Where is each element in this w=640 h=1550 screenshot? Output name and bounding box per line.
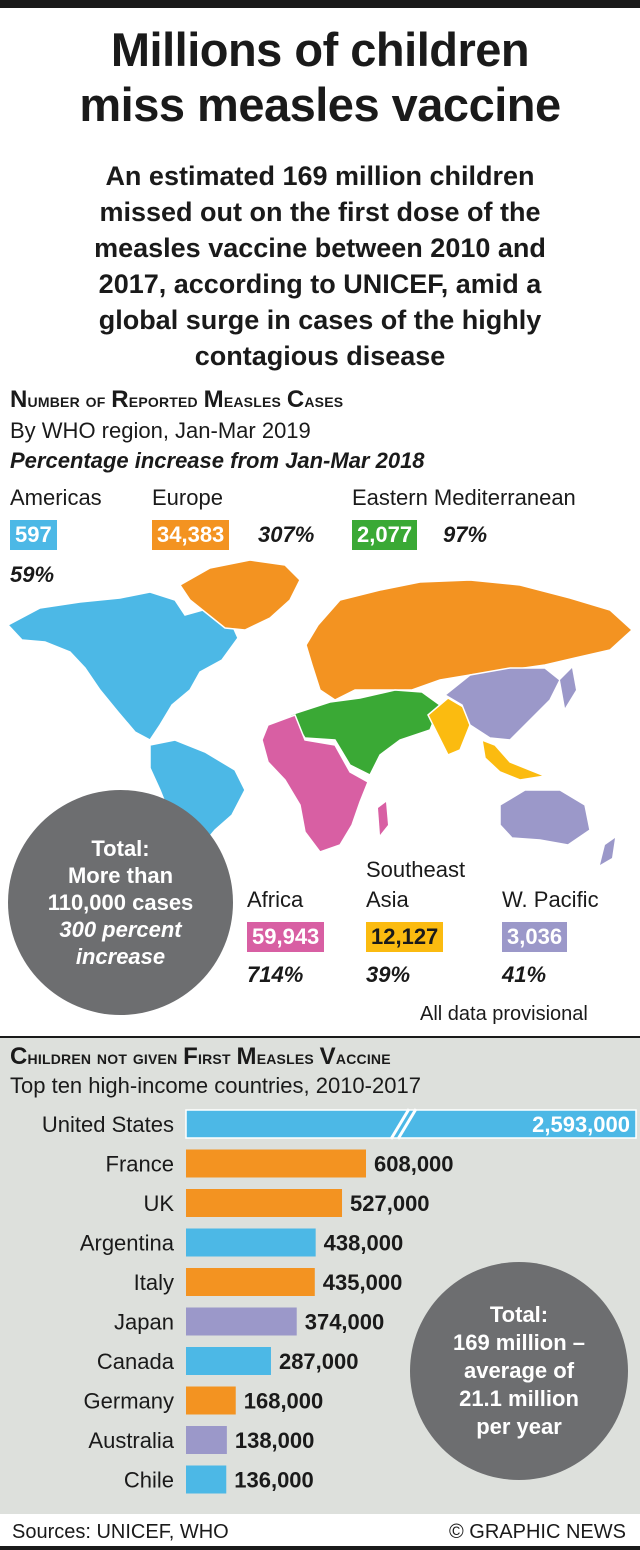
bar-value-label: 287,000 bbox=[279, 1349, 359, 1374]
pct-americas: 59% bbox=[10, 562, 55, 587]
title-line-2: miss measles vaccine bbox=[79, 78, 561, 131]
pct-europe: 307% bbox=[258, 522, 315, 547]
badge-americas: 597 bbox=[10, 520, 57, 550]
badge-southeast-asia: 12,127 bbox=[366, 922, 444, 952]
map-australia bbox=[499, 789, 591, 846]
total-children-line: average of bbox=[463, 1358, 575, 1383]
total-cases-line: More than bbox=[67, 863, 174, 888]
bar-value-label: 435,000 bbox=[323, 1270, 403, 1295]
map-section-heading: Number of Reported Measles Cases bbox=[10, 386, 344, 413]
bar bbox=[186, 1347, 271, 1375]
footer-credit: © GRAPHIC NEWS bbox=[449, 1521, 626, 1543]
total-children-line: Total: bbox=[489, 1302, 549, 1327]
bar-value-label: 136,000 bbox=[234, 1468, 314, 1493]
bar bbox=[186, 1228, 316, 1257]
map-africa bbox=[261, 714, 369, 853]
bar bbox=[186, 1307, 297, 1336]
map-madagascar bbox=[378, 802, 388, 835]
map-western-pacific bbox=[443, 667, 561, 741]
region-name-americas: Americas bbox=[10, 485, 102, 510]
bar-section-heading: Children not given First Measles Vaccine bbox=[10, 1043, 391, 1070]
region-name-southeast-line1: Southeast bbox=[366, 857, 466, 882]
bar-category-label: Germany bbox=[84, 1389, 174, 1414]
bar-value-label: 138,000 bbox=[235, 1428, 315, 1453]
bar-chart: United States 2,593,000 France 608,000 UK 527… bbox=[42, 1108, 637, 1494]
map-greenland bbox=[178, 559, 301, 631]
bar-category-label: Japan bbox=[114, 1310, 174, 1335]
pct-western-pacific: 41% bbox=[502, 962, 547, 987]
map-southeast-asia bbox=[427, 697, 471, 756]
region-name-western-pacific: W. Pacific bbox=[502, 887, 599, 912]
bar-section-rule bbox=[0, 1036, 640, 1038]
bar-category-label: France bbox=[106, 1152, 174, 1177]
page-title: Millions of children miss measles vaccin… bbox=[0, 22, 640, 132]
map-eastern-mediterranean bbox=[288, 689, 441, 777]
pct-africa: 714% bbox=[247, 962, 304, 987]
bar bbox=[186, 1465, 227, 1494]
bar bbox=[186, 1268, 315, 1296]
bar bbox=[186, 1149, 366, 1178]
bar-category-label: Argentina bbox=[80, 1231, 175, 1256]
total-cases-line: Total: bbox=[91, 836, 150, 861]
map-americas-north bbox=[6, 591, 239, 741]
subtitle-line: An estimated 169 million children bbox=[105, 161, 535, 191]
total-children-circle: Total: 169 million – average of 21.1 mil… bbox=[410, 1262, 628, 1480]
total-cases-line: 110,000 cases bbox=[47, 890, 194, 915]
bar-byline: Top ten high-income countries, 2010-2017 bbox=[10, 1073, 421, 1098]
top-rule bbox=[0, 0, 640, 8]
bar-value-label: 438,000 bbox=[324, 1231, 404, 1256]
subtitle-line: missed out on the first dose of the bbox=[99, 197, 541, 227]
subtitle-line: contagious disease bbox=[194, 341, 446, 371]
total-cases-line: 300 percent bbox=[59, 917, 182, 942]
pct-eastern-mediterranean: 97% bbox=[443, 522, 488, 547]
map-byline: By WHO region, Jan-Mar 2019 bbox=[10, 418, 311, 443]
pct-southeast-asia: 39% bbox=[366, 962, 411, 987]
bar-category-label: UK bbox=[143, 1191, 174, 1216]
bar-value-label: 168,000 bbox=[244, 1389, 324, 1414]
bar-category-label: Chile bbox=[124, 1468, 174, 1493]
page-subtitle: An estimated 169 million children missed… bbox=[20, 158, 620, 374]
total-cases-line: increase bbox=[75, 944, 166, 969]
subtitle-line: measles vaccine between 2010 and bbox=[94, 233, 546, 263]
region-name-southeast-asia: Asia bbox=[366, 887, 409, 912]
badge-europe: 34,383 bbox=[152, 520, 230, 550]
footer: Sources: UNICEF, WHO © GRAPHIC NEWS bbox=[0, 1514, 640, 1550]
region-name-europe: Europe bbox=[152, 485, 223, 510]
total-children-line: 169 million – bbox=[452, 1330, 586, 1355]
map-japan bbox=[560, 668, 576, 708]
badge-eastern-mediterranean: 2,077 bbox=[352, 520, 418, 550]
bar-category-label: Australia bbox=[88, 1428, 174, 1453]
world-map bbox=[6, 559, 634, 866]
bar-value-label: 527,000 bbox=[350, 1191, 430, 1216]
footer-rule bbox=[0, 1546, 640, 1550]
bar bbox=[186, 1386, 236, 1415]
total-cases-circle: Total: More than 110,000 cases 300 perce… bbox=[8, 790, 233, 1015]
map-southeast-asia-islands bbox=[481, 738, 548, 781]
map-europe bbox=[305, 579, 634, 701]
bar-category-label: United States bbox=[42, 1112, 174, 1137]
bar-category-label: Italy bbox=[134, 1270, 174, 1295]
footer-sources: Sources: UNICEF, WHO bbox=[12, 1521, 229, 1543]
title-line-1: Millions of children bbox=[110, 23, 530, 76]
provisional-note: All data provisional bbox=[420, 1003, 588, 1025]
bar bbox=[186, 1426, 227, 1454]
region-name-eastern-mediterranean: Eastern Mediterranean bbox=[352, 485, 576, 510]
map-pct-note: Percentage increase from Jan-Mar 2018 bbox=[10, 448, 425, 473]
bar-axis-break bbox=[389, 1108, 418, 1140]
badge-africa: 59,943 bbox=[247, 922, 325, 952]
subtitle-line: global surge in cases of the highly bbox=[98, 305, 542, 335]
subtitle-line: 2017, according to UNICEF, amid a bbox=[98, 269, 542, 299]
bar bbox=[186, 1189, 343, 1217]
region-name-africa: Africa bbox=[247, 887, 304, 912]
total-children-line: 21.1 million bbox=[459, 1386, 579, 1411]
bar-value-label: 374,000 bbox=[305, 1310, 385, 1335]
bar-value-label: 608,000 bbox=[374, 1152, 454, 1177]
total-children-line: per year bbox=[476, 1414, 562, 1439]
badge-western-pacific: 3,036 bbox=[502, 922, 568, 952]
bar-category-label: Canada bbox=[97, 1349, 175, 1374]
map-new-zealand bbox=[600, 838, 615, 865]
bar-value-label: 2,593,000 bbox=[532, 1112, 630, 1137]
